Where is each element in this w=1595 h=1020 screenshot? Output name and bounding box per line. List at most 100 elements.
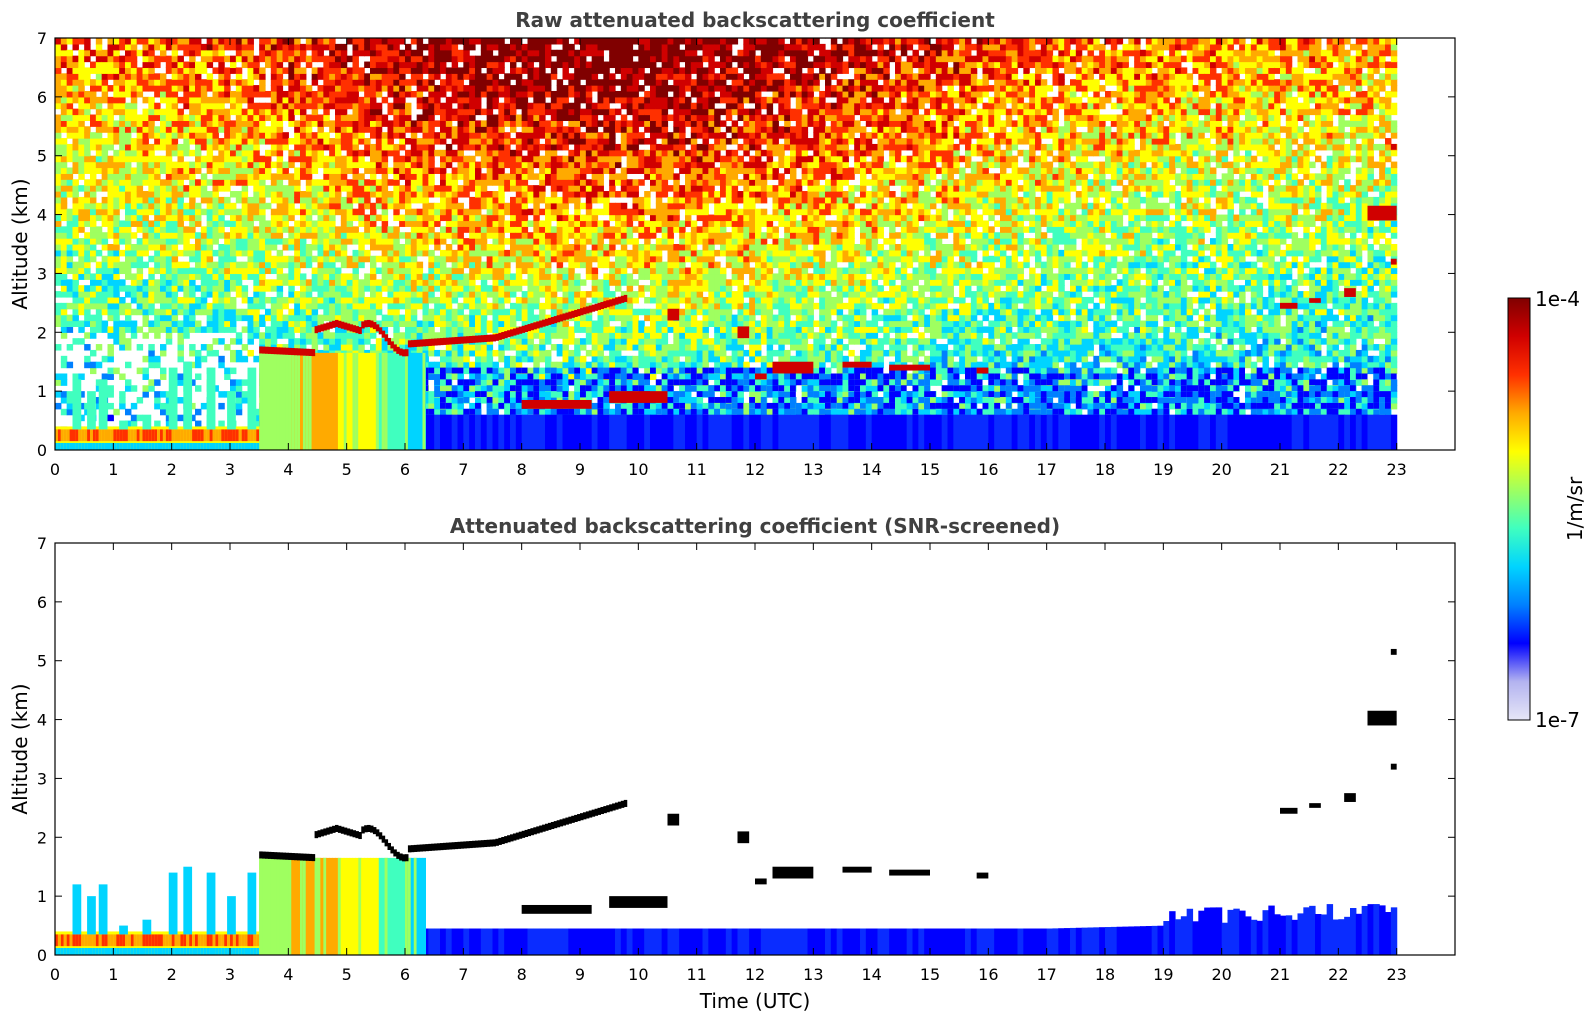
heatmap-cell xyxy=(282,43,289,51)
heatmap-cell xyxy=(60,326,68,333)
heatmap-cell xyxy=(469,85,476,92)
heatmap-cell xyxy=(370,167,377,174)
heatmap-cell xyxy=(113,161,120,169)
heatmap-cell xyxy=(440,120,447,127)
heatmap-cell xyxy=(370,49,377,57)
heatmap-cell xyxy=(189,344,196,351)
heatmap-cell xyxy=(265,138,272,145)
heatmap-cell xyxy=(364,238,371,245)
heatmap-cell xyxy=(265,202,272,210)
heatmap-cell xyxy=(364,179,371,186)
heatmap-cell xyxy=(270,55,278,63)
heatmap-cell xyxy=(136,191,144,198)
heatmap-cell xyxy=(206,167,214,174)
heatmap-cell xyxy=(410,55,418,63)
heatmap-cell xyxy=(288,114,295,121)
heatmap-cell xyxy=(556,296,564,304)
heatmap-cell xyxy=(498,273,505,280)
heatmap-cell xyxy=(300,102,307,110)
heatmap-cell xyxy=(259,332,266,339)
heatmap-cell xyxy=(60,291,68,298)
heatmap-cell xyxy=(84,108,91,116)
heatmap-cell xyxy=(463,191,470,198)
heatmap-cell xyxy=(195,320,202,327)
heatmap-cell xyxy=(416,120,424,127)
heatmap-cell xyxy=(300,220,307,227)
heatmap-cell xyxy=(533,332,540,339)
heatmap-cell xyxy=(113,302,120,310)
heatmap-cell xyxy=(241,167,249,174)
heatmap-cell xyxy=(486,308,494,316)
heatmap-cell xyxy=(480,179,488,186)
heatmap-cell xyxy=(329,126,336,133)
heatmap-cell xyxy=(457,73,464,80)
heatmap-cell xyxy=(247,161,254,169)
heatmap-cell xyxy=(160,49,167,57)
heatmap-cell xyxy=(60,191,68,198)
heatmap-cell xyxy=(410,285,418,292)
heatmap-cell xyxy=(416,167,424,174)
heatmap-cell xyxy=(539,38,546,45)
heatmap-cell xyxy=(550,238,558,245)
heatmap-cell xyxy=(521,355,529,363)
heatmap-cell xyxy=(521,85,529,92)
heatmap-cell xyxy=(405,138,412,145)
heatmap-cell xyxy=(119,179,126,186)
heatmap-cell xyxy=(142,249,149,257)
heatmap-cell xyxy=(323,61,330,69)
heatmap-cell xyxy=(195,361,202,369)
heatmap-cell xyxy=(486,391,494,398)
heatmap-cell xyxy=(241,244,249,251)
heatmap-cell xyxy=(206,102,214,110)
heatmap-cell xyxy=(317,273,324,280)
heatmap-cell xyxy=(510,96,517,104)
heatmap-cell xyxy=(340,90,348,98)
heatmap-cell xyxy=(498,202,505,210)
heatmap-cell xyxy=(55,273,62,280)
heatmap-cell xyxy=(445,349,453,357)
heatmap-cell xyxy=(305,149,313,157)
heatmap-cell xyxy=(510,285,517,292)
heatmap-cell xyxy=(130,67,138,74)
heatmap-cell xyxy=(288,214,295,222)
heatmap-cell xyxy=(253,120,260,127)
heatmap-cell xyxy=(218,285,225,292)
heatmap-cell xyxy=(305,255,313,263)
heatmap-cell xyxy=(416,49,424,57)
heatmap-cell xyxy=(288,43,295,51)
heatmap-cell xyxy=(550,344,558,351)
heatmap-cell xyxy=(422,296,429,304)
heatmap-cell xyxy=(212,114,219,121)
heatmap-cell xyxy=(329,49,336,57)
heatmap-cell xyxy=(521,167,529,174)
heatmap-cell xyxy=(475,126,482,133)
heatmap-cell xyxy=(235,138,243,145)
heatmap-cell xyxy=(533,90,540,98)
heatmap-cell xyxy=(510,173,517,180)
heatmap-cell xyxy=(200,85,208,92)
heatmap-cell xyxy=(154,191,161,198)
heatmap-cell xyxy=(183,102,190,110)
heatmap-cell xyxy=(550,255,558,263)
heatmap-cell xyxy=(165,167,173,174)
heatmap-cell xyxy=(422,226,429,233)
heatmap-cell xyxy=(515,314,523,322)
heatmap-cell xyxy=(60,273,68,280)
heatmap-cell xyxy=(142,244,149,251)
heatmap-cell xyxy=(90,143,97,151)
heatmap-cell xyxy=(101,55,109,63)
heatmap-cell xyxy=(440,126,447,133)
heatmap-cell xyxy=(241,296,249,304)
heatmap-cell xyxy=(294,85,301,92)
heatmap-cell xyxy=(253,102,260,110)
heatmap-cell xyxy=(346,285,354,292)
heatmap-cell xyxy=(480,291,488,298)
heatmap-cell xyxy=(247,138,254,145)
heatmap-cell xyxy=(533,185,540,192)
heatmap-cell xyxy=(148,173,155,180)
heatmap-cell xyxy=(311,96,319,104)
heatmap-cell xyxy=(259,167,266,174)
heatmap-cell xyxy=(276,208,284,216)
heatmap-cell xyxy=(84,73,91,80)
heatmap-cell xyxy=(451,43,459,51)
